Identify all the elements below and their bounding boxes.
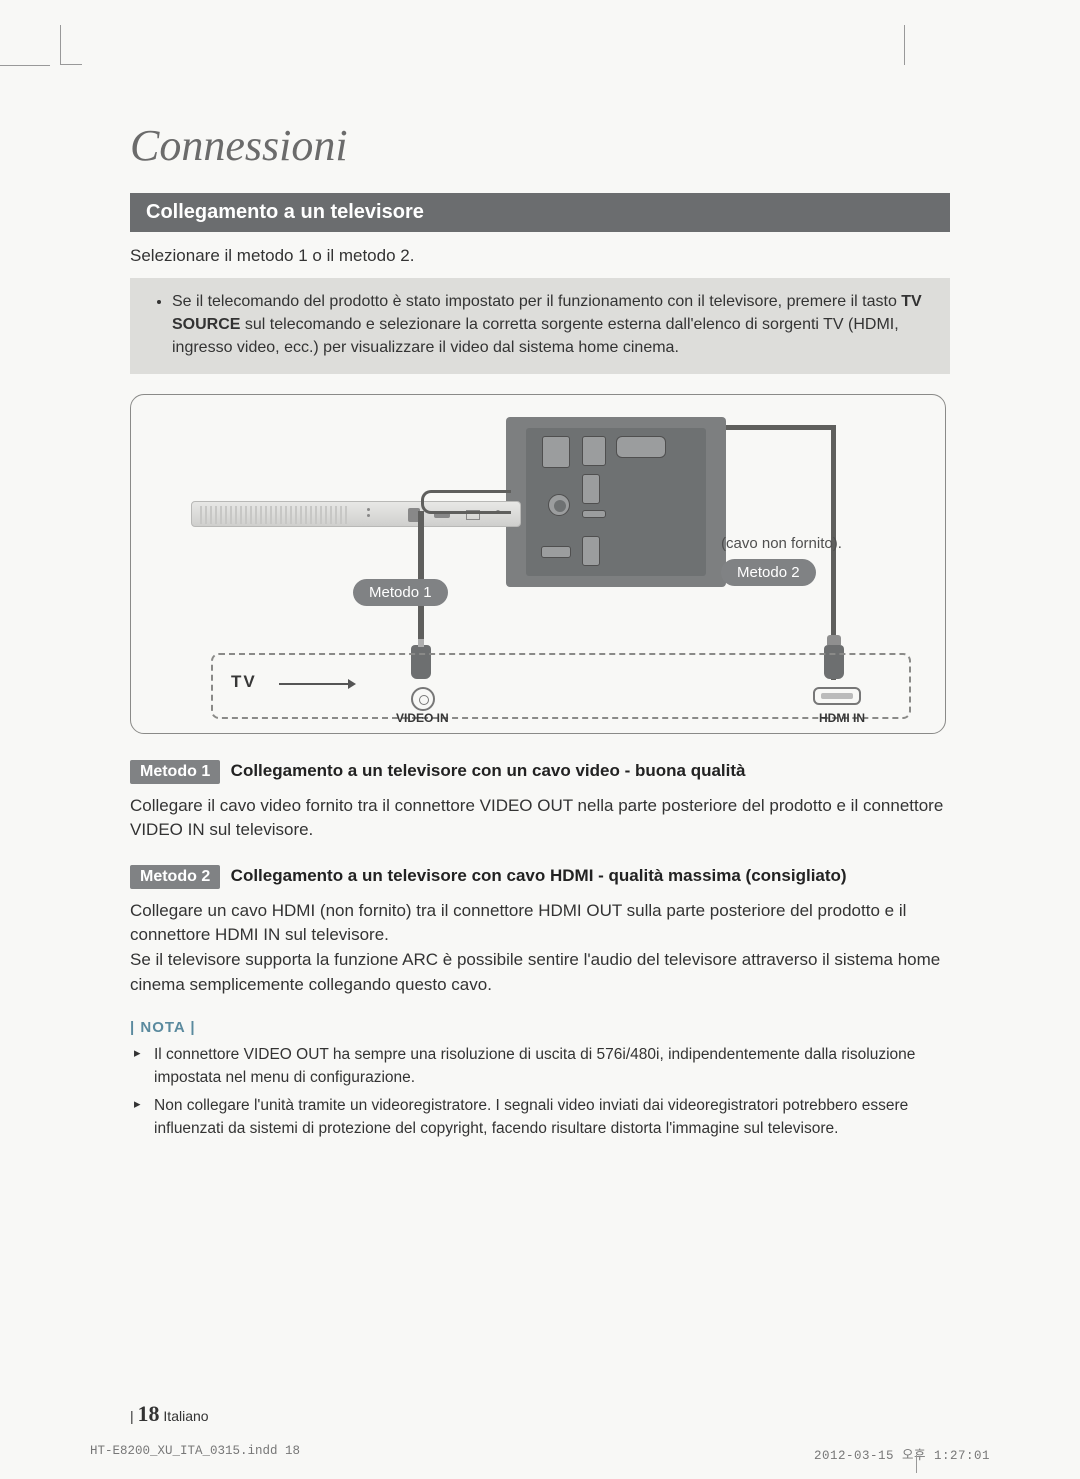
hdmi-in-label: HDMI IN: [819, 711, 865, 725]
metodo1-diagram-badge: Metodo 1: [353, 579, 448, 606]
port-icon: [582, 436, 606, 466]
connection-diagram: TV VIDEO IN HDMI IN (cavo non fornito). …: [130, 394, 946, 734]
nota-list: Il connettore VIDEO OUT ha sempre una ri…: [130, 1044, 950, 1140]
highlight-note: Se il telecomando del prodotto è stato i…: [130, 278, 950, 374]
port-icon: [542, 436, 570, 468]
print-timestamp: 2012-03-15 오후 1:27:01: [814, 1444, 990, 1463]
hdmi-port-icon: [616, 436, 666, 458]
crop-mark-icon: [916, 1455, 917, 1473]
intro-text: Selezionare il metodo 1 o il metodo 2.: [130, 246, 950, 266]
crop-mark-icon: [60, 25, 82, 65]
video-in-label: VIDEO IN: [396, 711, 449, 725]
crop-mark-icon: [0, 65, 50, 66]
crop-mark-icon: [904, 25, 905, 65]
section-header: Collegamento a un televisore: [130, 193, 950, 232]
highlight-pre: Se il telecomando del prodotto è stato i…: [172, 293, 901, 310]
footer-bar: |: [130, 1408, 134, 1424]
method1-heading: Metodo 1 Collegamento a un televisore co…: [130, 760, 950, 784]
print-metadata: HT-E8200_XU_ITA_0315.indd 18 2012-03-15 …: [90, 1444, 990, 1463]
hdmi-cable-line: [726, 425, 836, 430]
port-icon: [582, 536, 600, 566]
video-cable-line: [421, 490, 511, 514]
tv-outline: [211, 653, 911, 719]
method2-title: Collegamento a un televisore con cavo HD…: [231, 866, 847, 885]
method1-title: Collegamento a un televisore con un cavo…: [231, 761, 746, 780]
method2-description: Collegare un cavo HDMI (non fornito) tra…: [130, 899, 950, 998]
method2-heading: Metodo 2 Collegamento a un televisore co…: [130, 865, 950, 889]
method1-description: Collegare il cavo video fornito tra il c…: [130, 794, 950, 843]
port-icon: [541, 546, 571, 558]
video-out-jack-icon: [548, 494, 570, 516]
device-panel-inner: [526, 428, 706, 576]
method1-badge: Metodo 1: [130, 760, 220, 784]
manual-page: Connessioni Collegamento a un televisore…: [0, 0, 1080, 1479]
tv-label: TV: [231, 672, 257, 692]
nota-item: Non collegare l'unità tramite un videore…: [134, 1095, 950, 1140]
page-number: 18: [138, 1401, 160, 1426]
port-icon: [582, 510, 606, 518]
cable-not-included-note: (cavo non fornito).: [721, 535, 842, 552]
nota-item: Il connettore VIDEO OUT ha sempre una ri…: [134, 1044, 950, 1089]
highlight-post: sul telecomando e selezionare la corrett…: [172, 316, 899, 356]
page-content: Connessioni Collegamento a un televisore…: [130, 120, 950, 1146]
arrow-icon: [279, 683, 354, 685]
method2-badge: Metodo 2: [130, 865, 220, 889]
page-footer: | 18 Italiano: [130, 1401, 209, 1427]
soundbar-detail-icon: [367, 508, 370, 511]
print-file: HT-E8200_XU_ITA_0315.indd 18: [90, 1444, 300, 1463]
metodo2-diagram-badge: Metodo 2: [721, 559, 816, 586]
highlight-bullet: Se il telecomando del prodotto è stato i…: [172, 290, 932, 360]
footer-language: Italiano: [163, 1408, 208, 1424]
soundbar-detail-icon: [367, 514, 370, 517]
port-icon: [582, 474, 600, 504]
chapter-title: Connessioni: [130, 120, 950, 171]
nota-label: | NOTA |: [130, 1019, 950, 1036]
device-rear-panel: [506, 417, 726, 587]
